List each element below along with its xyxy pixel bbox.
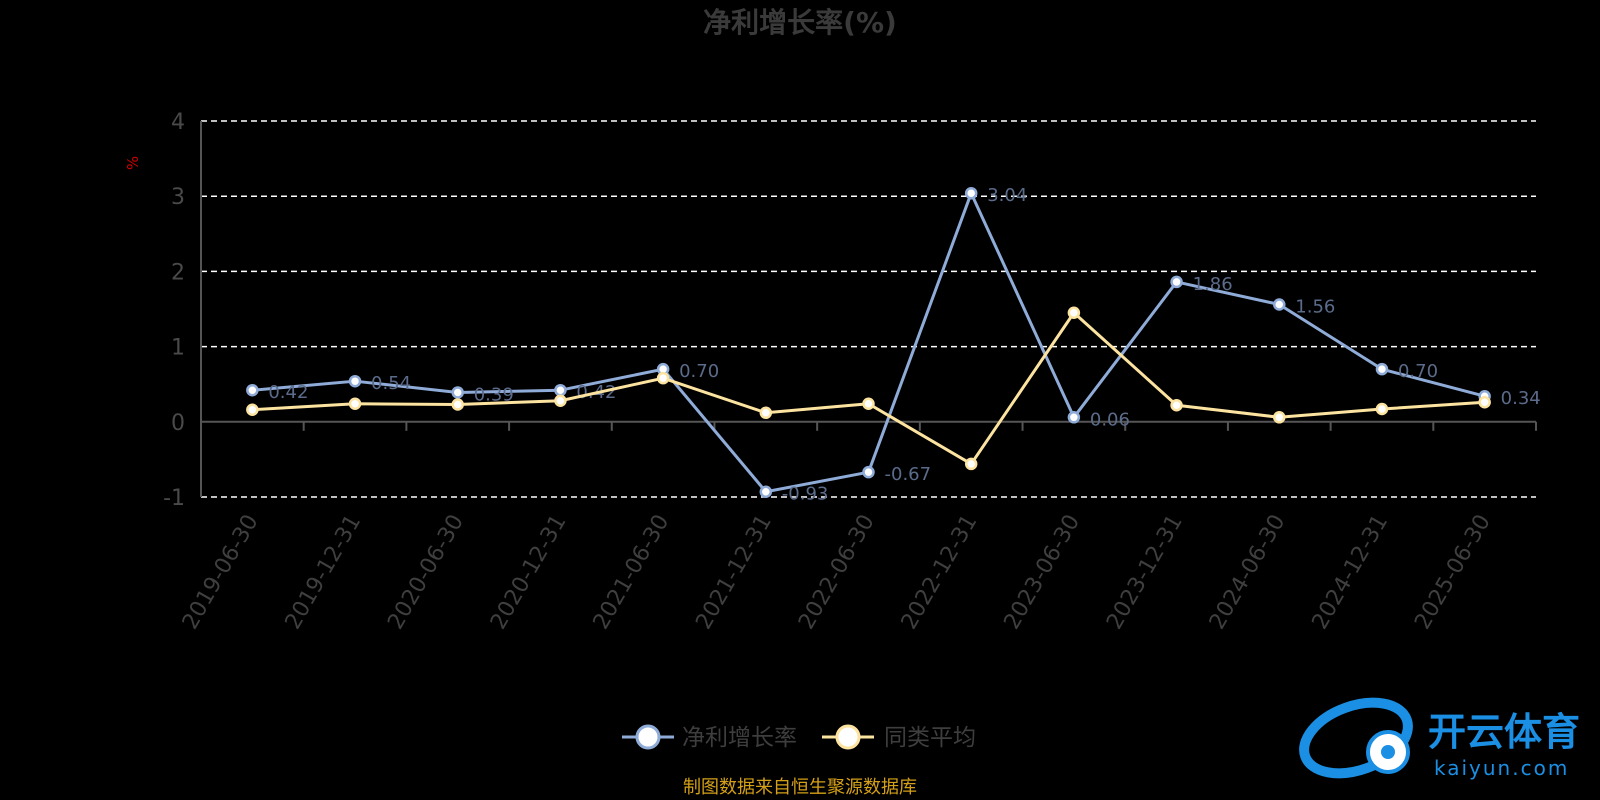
x-axis-ticks: 2019-06-30 2019-12-31 2020-06-30 2020-12-31… bbox=[178, 511, 1496, 634]
x-tick-label: 2021-12-31 bbox=[691, 511, 777, 634]
chart-title: 净利增长率(%) bbox=[703, 6, 897, 39]
series-line bbox=[252, 191, 1486, 494]
data-point[interactable] bbox=[862, 465, 875, 479]
data-point[interactable] bbox=[964, 186, 978, 200]
x-tick-label: 2019-06-30 bbox=[178, 511, 264, 634]
legend-marker-series-2 bbox=[835, 724, 861, 750]
data-point[interactable] bbox=[246, 403, 259, 417]
legend: 净利增长率 同类平均 bbox=[622, 724, 976, 751]
data-label: 0.70 bbox=[1398, 361, 1438, 382]
data-label: 0.54 bbox=[371, 373, 411, 394]
data-label: -0.93 bbox=[782, 484, 829, 505]
data-label: 0.06 bbox=[1090, 409, 1130, 430]
legend-item-series-2[interactable]: 同类平均 bbox=[822, 724, 976, 751]
x-tick-label: 2020-12-31 bbox=[486, 511, 572, 634]
data-label: 0.70 bbox=[679, 361, 719, 382]
legend-label-series-1: 净利增长率 bbox=[682, 725, 797, 751]
legend-marker-series-1 bbox=[635, 724, 661, 750]
x-tick-label: 2025-06-30 bbox=[1410, 511, 1496, 634]
y-tick-label: 1 bbox=[171, 336, 185, 361]
y-tick-label: -1 bbox=[163, 486, 185, 511]
data-point[interactable] bbox=[1478, 395, 1491, 409]
data-label: 0.34 bbox=[1501, 388, 1541, 409]
data-point[interactable] bbox=[348, 397, 362, 411]
axes bbox=[200, 121, 1537, 497]
y-axis-unit: % bbox=[124, 156, 142, 170]
data-point[interactable] bbox=[554, 394, 567, 407]
y-axis-ticks: -1 0 1 2 3 4 bbox=[163, 110, 185, 511]
legend-item-series-1[interactable]: 净利增长率 bbox=[622, 724, 797, 751]
x-tick-label: 2024-06-30 bbox=[1205, 511, 1291, 634]
data-source-note: 制图数据来自恒生聚源数据库 bbox=[683, 777, 917, 798]
data-label: 1.56 bbox=[1295, 296, 1335, 317]
x-tick-label: 2022-06-30 bbox=[794, 511, 880, 634]
x-tick-label: 2022-12-31 bbox=[897, 511, 983, 634]
series: 0.42 0.540.39 0.420.70-0.93-0.673.040.061.… bbox=[246, 185, 1541, 505]
data-point[interactable] bbox=[964, 457, 978, 471]
series-2 bbox=[246, 306, 1491, 471]
x-tick-label: 2019-12-31 bbox=[281, 511, 367, 634]
data-point[interactable] bbox=[1067, 306, 1081, 320]
legend-label-series-2: 同类平均 bbox=[884, 725, 976, 751]
data-label: -0.67 bbox=[885, 464, 932, 485]
data-point[interactable] bbox=[1375, 362, 1389, 376]
data-point[interactable] bbox=[656, 371, 670, 385]
data-point[interactable] bbox=[1273, 298, 1286, 311]
data-point[interactable] bbox=[1067, 411, 1081, 424]
grid-lines bbox=[201, 120, 1536, 498]
data-label: 1.86 bbox=[1193, 274, 1233, 295]
y-tick-label: 2 bbox=[171, 260, 185, 285]
data-point[interactable] bbox=[1170, 275, 1183, 289]
x-tick-label: 2021-06-30 bbox=[589, 511, 675, 634]
data-point[interactable] bbox=[862, 397, 875, 411]
data-point[interactable] bbox=[451, 398, 464, 411]
data-point[interactable] bbox=[1170, 399, 1183, 412]
x-tick-label: 2023-12-31 bbox=[1102, 511, 1188, 634]
data-point[interactable] bbox=[246, 383, 259, 397]
data-point[interactable] bbox=[348, 374, 362, 388]
y-tick-label: 3 bbox=[171, 185, 185, 210]
soccer-ball-icon bbox=[1299, 697, 1413, 779]
y-tick-label: 0 bbox=[171, 411, 185, 436]
data-label: 0.39 bbox=[474, 384, 514, 405]
data-point[interactable] bbox=[1273, 411, 1286, 424]
x-tick-label: 2023-06-30 bbox=[1000, 511, 1086, 634]
x-tick-label: 2024-12-31 bbox=[1308, 511, 1394, 634]
data-point[interactable] bbox=[759, 485, 773, 498]
watermark-brand: 开云体育 bbox=[1428, 710, 1580, 754]
series-1: 0.42 0.540.39 0.420.70-0.93-0.673.040.061.… bbox=[246, 185, 1541, 505]
data-point[interactable] bbox=[759, 406, 773, 420]
watermark-domain: kaiyun.com bbox=[1434, 756, 1569, 780]
x-tick-label: 2020-06-30 bbox=[383, 511, 469, 634]
data-point[interactable] bbox=[451, 386, 464, 399]
series-line bbox=[252, 311, 1485, 466]
y-tick-label: 4 bbox=[171, 110, 185, 135]
data-label: 0.42 bbox=[268, 382, 308, 403]
data-point[interactable] bbox=[554, 383, 567, 397]
data-label: 3.04 bbox=[987, 185, 1027, 206]
watermark-logo: 开云体育 kaiyun.com bbox=[1299, 697, 1580, 780]
data-point[interactable] bbox=[1375, 402, 1389, 416]
